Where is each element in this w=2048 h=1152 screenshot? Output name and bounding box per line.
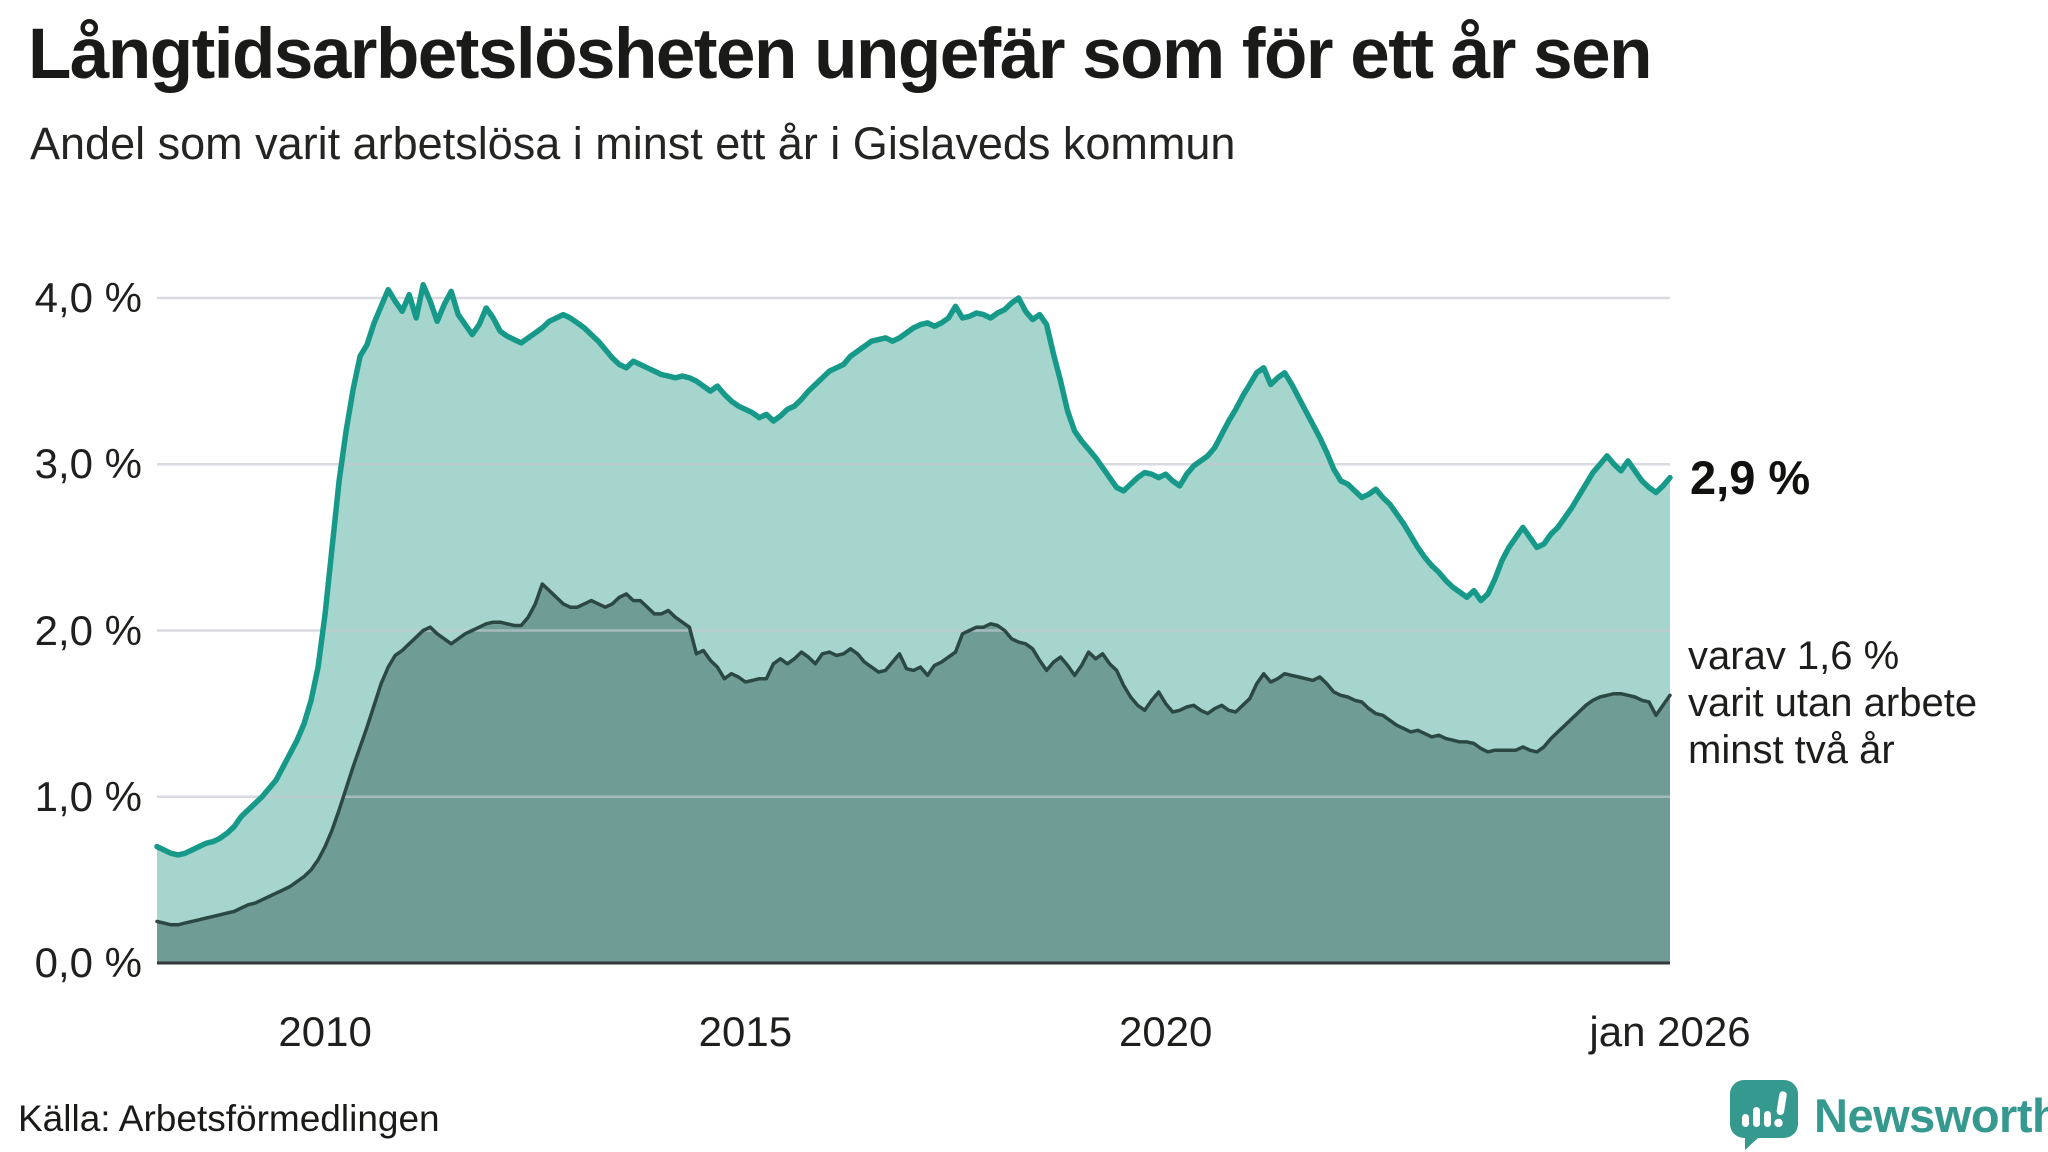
y-axis-label: 3,0 %: [34, 440, 142, 488]
y-axis-label: 1,0 %: [34, 772, 142, 820]
x-axis-label: 2015: [698, 1008, 793, 1055]
area-unemployed-2yr: [157, 584, 1670, 963]
x-axis-label: 2020: [1118, 1008, 1213, 1055]
y-axis-label: 2,0 %: [34, 606, 142, 654]
line-unemployed-2yr: [155, 582, 1672, 927]
x-axis-label: jan 2026: [1589, 1008, 1751, 1055]
secondary-value-label: varav 1,6 % varit utan arbete minst två …: [1688, 633, 1977, 774]
y-axis-label: 0,0 %: [34, 939, 142, 986]
newsworthy-logo: Newsworthy: [1728, 1078, 2048, 1152]
secondary-value-line: minst två år: [1688, 728, 1895, 773]
page-title: Långtidsarbetslösheten ungefär som för e…: [28, 15, 1652, 94]
x-axis-label: 2010: [278, 1008, 372, 1055]
newsworthy-wordmark: Newsworthy: [1814, 1088, 2048, 1142]
y-axis-label: 4,0 %: [34, 274, 142, 321]
secondary-value-line: varav 1,6 %: [1688, 634, 1900, 679]
latest-value-label: 2,9 %: [1690, 450, 1811, 504]
line-unemployed-1yr: [154, 281, 1673, 858]
secondary-value-line: varit utan arbete: [1688, 681, 1978, 726]
newsworthy-icon: [1730, 1080, 1798, 1150]
page-subtitle: Andel som varit arbetslösa i minst ett å…: [30, 118, 1236, 169]
source-caption: Källa: Arbetsförmedlingen: [18, 1098, 440, 1139]
